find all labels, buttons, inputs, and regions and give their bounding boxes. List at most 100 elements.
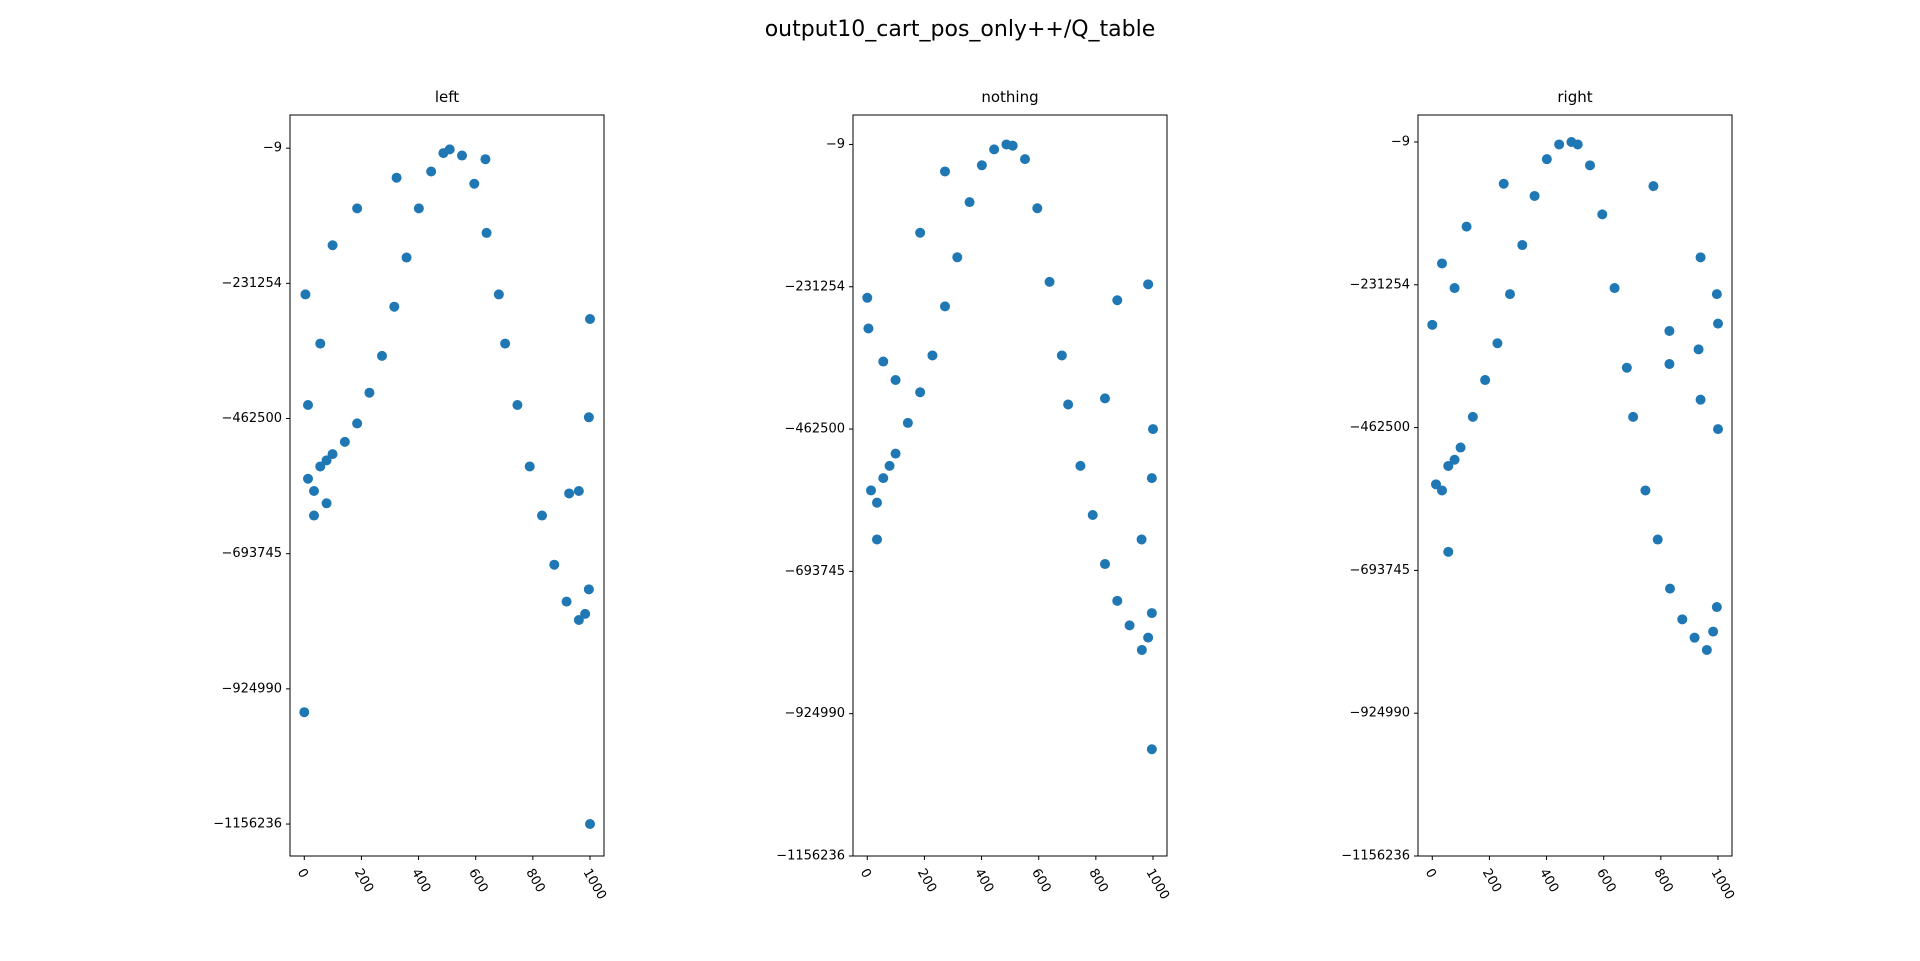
point xyxy=(352,418,363,429)
point xyxy=(1146,744,1157,755)
point xyxy=(890,448,901,459)
point xyxy=(927,350,938,361)
point xyxy=(303,473,313,484)
point xyxy=(940,166,950,177)
point xyxy=(1640,485,1651,496)
point xyxy=(444,144,455,155)
point xyxy=(1437,258,1447,269)
point xyxy=(1427,319,1438,330)
x-tick-label: 600 xyxy=(1028,866,1053,895)
point xyxy=(1443,546,1454,557)
point xyxy=(299,707,310,718)
point xyxy=(1701,644,1712,655)
point xyxy=(1461,221,1472,232)
point xyxy=(1664,325,1675,336)
y-tick-label: −9 xyxy=(826,137,845,152)
y-tick-label: −462500 xyxy=(784,422,845,437)
y-tick-label: −693745 xyxy=(1349,563,1410,578)
point xyxy=(872,534,882,545)
point xyxy=(561,596,572,607)
point xyxy=(862,292,873,303)
x-tick-label: 800 xyxy=(522,866,547,895)
y-tick-label: −231254 xyxy=(784,279,845,294)
point xyxy=(1693,344,1704,355)
point xyxy=(457,150,467,161)
point xyxy=(389,301,400,312)
point xyxy=(915,227,926,238)
y-tick-label: −462500 xyxy=(1349,420,1410,435)
x-tick-label: 800 xyxy=(1085,866,1110,895)
point xyxy=(309,486,319,497)
y-tick-label: −924990 xyxy=(784,706,845,721)
point xyxy=(1689,632,1700,643)
point xyxy=(1455,442,1466,453)
point xyxy=(1677,614,1688,625)
point xyxy=(940,301,950,312)
point xyxy=(1063,399,1074,410)
point xyxy=(377,350,387,361)
x-tick-label: 600 xyxy=(1593,866,1618,895)
point xyxy=(1124,620,1135,631)
point xyxy=(585,313,595,324)
point xyxy=(1711,602,1722,613)
point xyxy=(1100,393,1110,404)
point xyxy=(413,203,424,214)
point xyxy=(1628,411,1639,422)
point xyxy=(480,154,491,165)
point xyxy=(537,510,547,521)
y-tick-label: −9 xyxy=(263,141,282,156)
point xyxy=(426,166,437,177)
point xyxy=(1143,279,1154,290)
point xyxy=(1146,473,1157,484)
point xyxy=(352,203,363,214)
point xyxy=(303,400,313,411)
point xyxy=(469,178,480,189)
subplot-title: nothing xyxy=(981,88,1038,106)
point xyxy=(915,387,926,398)
point xyxy=(1621,362,1632,373)
point xyxy=(866,485,876,496)
point xyxy=(1708,626,1719,637)
point xyxy=(493,289,504,300)
x-tick-label: 600 xyxy=(465,866,490,895)
y-tick-label: −693745 xyxy=(221,546,282,561)
point xyxy=(549,559,560,570)
point xyxy=(1449,454,1460,465)
point xyxy=(1007,140,1018,151)
point xyxy=(573,486,584,497)
point xyxy=(1541,154,1552,165)
point xyxy=(884,460,895,471)
point xyxy=(902,417,913,428)
point xyxy=(1044,276,1055,287)
point xyxy=(1492,338,1503,349)
point xyxy=(1136,534,1147,545)
point xyxy=(585,819,595,830)
point xyxy=(391,172,402,183)
x-tick-label: 1000 xyxy=(1708,866,1738,902)
point xyxy=(1711,289,1722,300)
y-tick-label: −462500 xyxy=(221,411,282,426)
subplot: left −9 −231254 −462500 −693745 −924990 −11562… xyxy=(213,88,609,902)
point xyxy=(1020,154,1030,165)
point xyxy=(524,461,535,472)
point xyxy=(309,510,319,521)
point xyxy=(1665,583,1675,594)
point xyxy=(327,240,338,251)
point xyxy=(1713,424,1723,435)
x-tick-label: 0 xyxy=(857,866,874,881)
point xyxy=(1517,240,1528,251)
point xyxy=(1572,139,1583,150)
x-tick-label: 400 xyxy=(408,866,433,895)
y-tick-label: −1156236 xyxy=(1341,849,1410,864)
x-tick-label: 200 xyxy=(1479,866,1504,895)
point xyxy=(315,461,326,472)
y-tick-label: −231254 xyxy=(221,276,282,291)
figure-title: output10_cart_pos_only++/Q_table xyxy=(765,17,1156,42)
x-tick-label: 0 xyxy=(1422,866,1439,881)
point xyxy=(1467,411,1478,422)
y-tick-label: −1156236 xyxy=(213,817,282,832)
point xyxy=(1431,479,1441,490)
point xyxy=(1148,424,1158,435)
x-tick-label: 200 xyxy=(351,866,376,895)
